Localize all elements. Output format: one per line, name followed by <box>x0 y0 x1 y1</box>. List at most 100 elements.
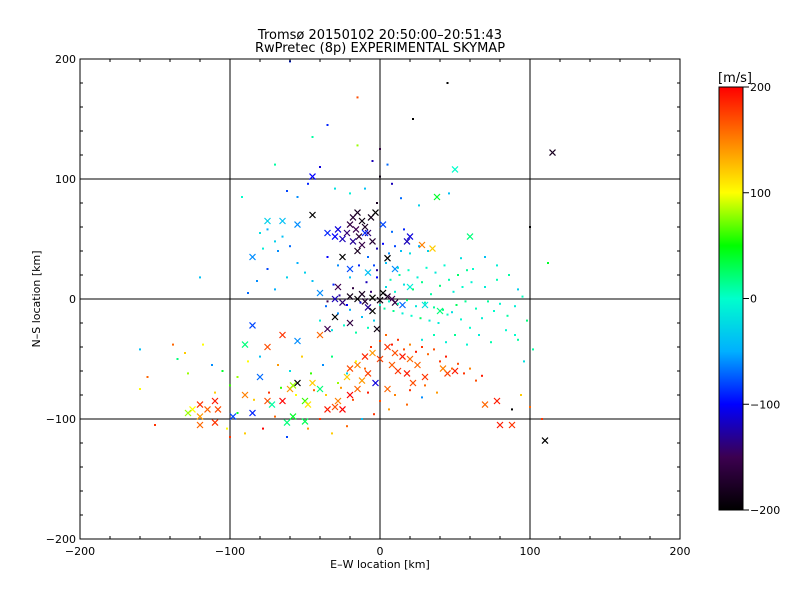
point-large <box>316 331 324 339</box>
point-small <box>436 391 438 394</box>
point-large <box>301 417 309 425</box>
point-small <box>437 322 440 324</box>
y-tick-label: −100 <box>46 413 76 426</box>
point-large <box>249 253 256 261</box>
point-small <box>388 408 390 411</box>
point-small <box>418 204 420 207</box>
point-small <box>424 384 426 387</box>
grid-lines <box>80 59 680 539</box>
point-small <box>221 370 224 372</box>
x-axis-label: E–W location [km] <box>330 558 430 571</box>
point-small <box>326 124 329 126</box>
point-small <box>424 301 426 304</box>
point-small <box>266 268 269 270</box>
point-small <box>412 118 414 120</box>
point-small <box>326 300 329 303</box>
point-small <box>376 276 378 279</box>
point-small <box>332 283 335 286</box>
point-small <box>394 394 396 396</box>
point-small <box>268 391 270 394</box>
point-small <box>446 313 449 316</box>
y-tick-label: 200 <box>55 53 76 66</box>
point-large <box>346 293 354 301</box>
point-large <box>294 379 301 387</box>
point-small <box>452 290 455 293</box>
point-large <box>384 254 391 262</box>
point-large <box>264 397 271 405</box>
point-small <box>139 388 141 390</box>
point-small <box>346 304 348 306</box>
point-large <box>481 401 489 409</box>
point-small <box>319 319 321 322</box>
point-large <box>339 299 346 307</box>
point-small <box>470 281 473 284</box>
point-small <box>172 343 174 346</box>
point-small <box>365 281 368 284</box>
point-large <box>331 313 339 321</box>
point-small <box>433 348 435 351</box>
point-large <box>361 223 369 231</box>
point-small <box>331 355 333 358</box>
y-axis-label: N–S location [km] <box>30 250 43 347</box>
point-large <box>264 217 271 225</box>
point-large <box>399 301 406 309</box>
point-small <box>472 268 474 270</box>
point-small <box>310 372 312 375</box>
point-large <box>384 343 391 351</box>
point-small <box>391 182 393 185</box>
point-small <box>421 281 423 284</box>
point-small <box>409 252 411 255</box>
point-small <box>376 247 378 250</box>
point-large <box>361 229 369 237</box>
point-small <box>418 245 420 248</box>
point-large <box>372 209 379 217</box>
point-small <box>139 348 141 351</box>
point-small <box>389 278 392 281</box>
point-small <box>184 352 186 354</box>
point-small <box>397 266 399 269</box>
point-large <box>429 245 436 253</box>
point-small <box>391 343 393 346</box>
point-small <box>433 306 435 309</box>
point-small <box>226 427 228 430</box>
point-small <box>286 436 288 438</box>
point-large <box>241 391 249 399</box>
point-large <box>339 235 346 243</box>
point-large <box>324 325 331 333</box>
point-small <box>469 326 471 329</box>
point-small <box>425 266 428 269</box>
point-large <box>249 409 256 417</box>
point-small <box>337 382 339 384</box>
point-large <box>196 413 204 421</box>
point-small <box>370 346 372 348</box>
point-small <box>508 274 510 276</box>
point-small <box>490 341 492 344</box>
point-small <box>428 319 431 322</box>
point-small <box>364 367 366 370</box>
point-small <box>256 280 258 282</box>
point-large <box>369 294 376 302</box>
colorbar-gradient <box>718 86 744 511</box>
point-small <box>187 372 189 375</box>
point-small <box>421 338 423 341</box>
point-small <box>331 432 333 435</box>
point-small <box>487 300 489 303</box>
point-large <box>355 233 363 241</box>
point-small <box>277 250 279 252</box>
colorbar-tick-label: 200 <box>750 81 771 94</box>
point-small <box>154 424 156 426</box>
point-large <box>376 296 384 304</box>
point-small <box>499 302 501 305</box>
point-small <box>296 196 299 198</box>
point-small <box>383 307 386 310</box>
point-small <box>514 334 516 336</box>
point-large <box>339 405 346 413</box>
point-large <box>379 289 387 297</box>
point-large <box>369 307 376 315</box>
point-small <box>202 343 204 346</box>
point-small <box>457 274 459 276</box>
point-large <box>189 405 196 413</box>
point-small <box>385 334 387 336</box>
point-small <box>514 305 516 308</box>
point-small <box>403 228 405 231</box>
